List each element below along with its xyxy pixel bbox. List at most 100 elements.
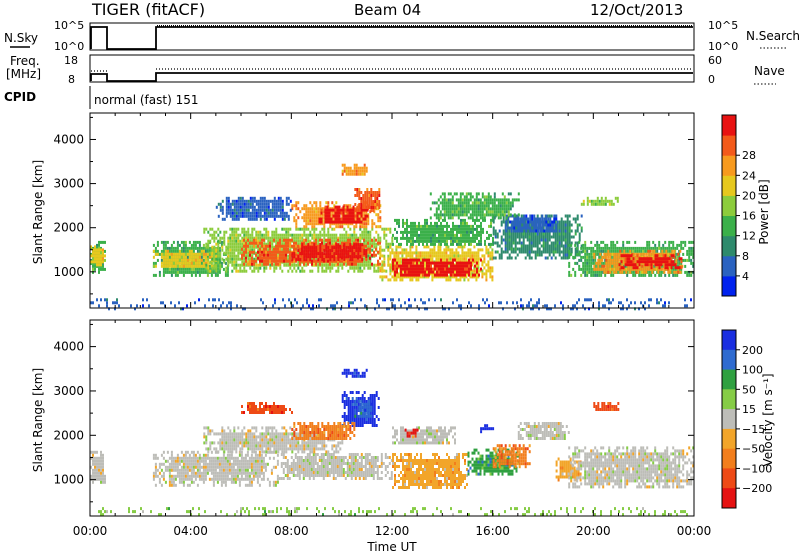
- data-cell: [619, 252, 622, 256]
- data-cell: [508, 256, 511, 260]
- data-cell: [303, 262, 305, 266]
- data-cell: [283, 247, 285, 251]
- data-cell: [323, 213, 326, 217]
- data-cell: [340, 217, 343, 221]
- data-cell: [537, 217, 540, 221]
- data-cell: [454, 239, 456, 243]
- data-cell: [475, 254, 478, 258]
- data-cell: [454, 224, 456, 228]
- data-cell: [556, 244, 559, 248]
- data-cell: [397, 254, 400, 258]
- data-cell: [377, 239, 380, 243]
- data-cell: [452, 270, 454, 274]
- data-cell: [363, 249, 366, 253]
- data-cell: [229, 233, 232, 237]
- data-cell: [257, 248, 260, 252]
- data-cell: [404, 227, 406, 231]
- data-cell: [285, 253, 287, 257]
- data-cell: [285, 244, 287, 248]
- data-cell: [426, 236, 428, 240]
- data-cell: [303, 230, 306, 234]
- data-cell: [317, 233, 320, 237]
- data-cell: [364, 214, 367, 218]
- data-cell: [375, 245, 378, 249]
- data-cell: [440, 227, 442, 231]
- data-cell: [336, 214, 339, 218]
- data-cell: [192, 261, 195, 265]
- data-cell: [554, 247, 557, 251]
- data-cell: [378, 194, 381, 197]
- data-cell: [465, 275, 468, 279]
- data-cell: [605, 264, 608, 268]
- data-cell: [319, 233, 322, 237]
- data-cell: [184, 249, 187, 253]
- data-cell: [612, 270, 615, 274]
- data-cell: [245, 269, 248, 273]
- data-cell: [235, 239, 238, 243]
- data-cell: [460, 267, 462, 271]
- data-cell: [365, 230, 368, 234]
- data-cell: [409, 275, 412, 279]
- data-cell: [313, 256, 315, 260]
- data-cell: [526, 247, 529, 251]
- data-cell: [554, 244, 557, 248]
- data-cell: [692, 240, 695, 244]
- data-cell: [451, 248, 454, 252]
- data-cell: [196, 252, 199, 256]
- data-cell: [341, 233, 344, 237]
- data-cell: [321, 269, 324, 273]
- data-cell: [458, 261, 460, 265]
- data-cell: [341, 249, 344, 253]
- data-cell: [444, 236, 446, 240]
- data-cell: [247, 254, 250, 258]
- data-cell: [317, 222, 320, 226]
- data-cell: [449, 254, 452, 258]
- data-cell: [210, 273, 213, 277]
- data-cell: [225, 266, 228, 270]
- data-cell: [229, 242, 232, 246]
- data-cell: [389, 242, 392, 246]
- data-cell: [601, 264, 604, 268]
- data-cell: [430, 236, 432, 240]
- data-cell: [406, 261, 408, 265]
- data-cell: [233, 245, 236, 249]
- data-cell: [346, 214, 349, 218]
- data-cell: [394, 270, 396, 274]
- data-cell: [98, 257, 100, 261]
- data-cell: [267, 233, 270, 237]
- data-cell: [556, 232, 559, 236]
- data-cell: [447, 248, 450, 252]
- data-cell: [328, 214, 331, 218]
- data-cell: [351, 258, 354, 262]
- data-cell: [231, 269, 234, 273]
- data-cell: [506, 250, 509, 254]
- data-cell: [492, 229, 495, 233]
- data-cell: [520, 214, 523, 218]
- data-cell: [464, 270, 466, 274]
- data-cell: [211, 266, 214, 270]
- data-cell: [521, 220, 524, 224]
- data-cell: [558, 220, 561, 224]
- data-cell: [229, 227, 232, 231]
- data-cell: [243, 248, 246, 252]
- data-cell: [461, 251, 464, 255]
- data-cell: [226, 267, 229, 271]
- data-cell: [164, 270, 167, 274]
- data-cell: [576, 261, 579, 265]
- data-cell: [554, 235, 557, 239]
- data-cell: [291, 236, 294, 240]
- data-cell: [540, 235, 543, 239]
- data-cell: [223, 236, 226, 240]
- data-cell: [504, 226, 507, 230]
- data-cell: [560, 250, 563, 254]
- data-cell: [622, 249, 625, 253]
- data-cell: [372, 209, 375, 212]
- data-cell: [363, 253, 365, 257]
- data-cell: [468, 273, 470, 277]
- data-cell: [267, 256, 269, 260]
- data-cell: [418, 236, 420, 240]
- data-cell: [431, 248, 434, 252]
- data-cell: [564, 214, 567, 218]
- data-cell: [164, 243, 167, 247]
- data-cell: [377, 213, 380, 217]
